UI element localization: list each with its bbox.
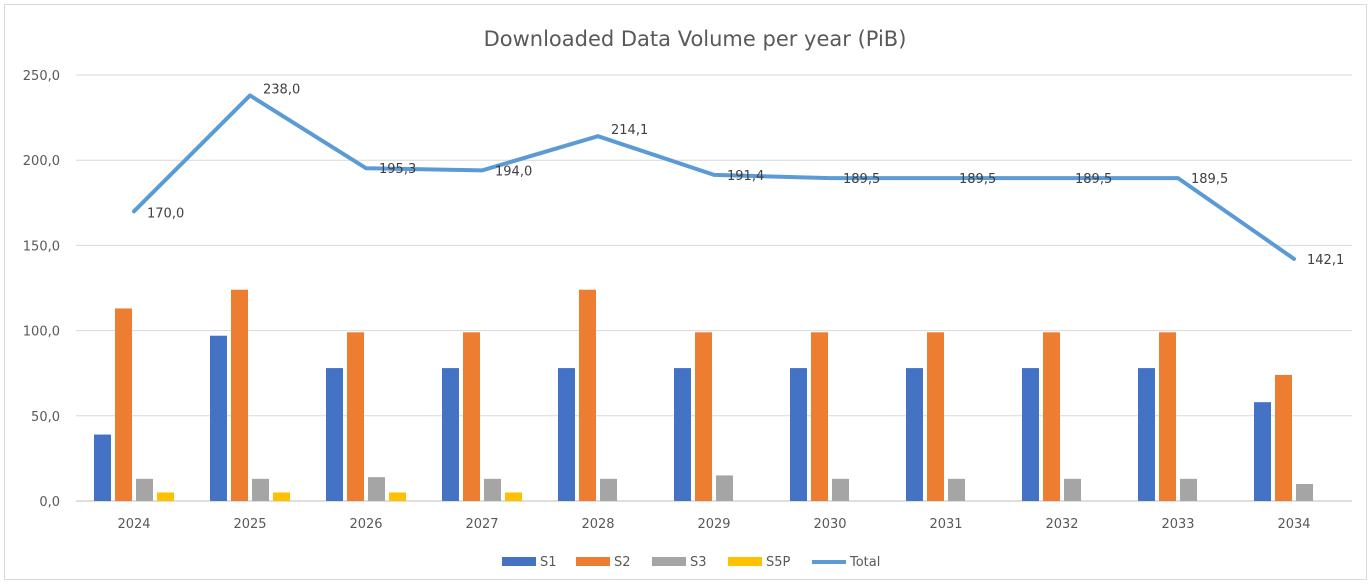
bar-s1 [210,335,227,501]
x-tick-label: 2030 [813,517,846,532]
total-data-label: 189,5 [1191,172,1228,187]
bar-s2 [927,332,944,501]
legend-item-s5p: S5P [728,555,791,570]
legend-label: S2 [614,555,631,570]
legend-item-s3: S3 [652,555,707,570]
bar-s5p [273,492,290,501]
bar-s3 [600,478,617,501]
y-tick-label: 100,0 [23,325,60,340]
bar-s3 [136,478,153,501]
bar-s2 [347,332,364,501]
y-tick-label: 150,0 [23,239,60,254]
total-data-label: 195,3 [379,162,416,177]
bar-s3 [832,478,849,501]
x-tick-label: 2034 [1277,517,1310,532]
total-data-label: 214,1 [611,123,648,138]
bar-s3 [1296,483,1313,501]
bar-s1 [558,368,575,501]
bar-s2 [463,332,480,501]
bar-s1 [442,368,459,501]
x-tick-label: 2028 [581,517,614,532]
bar-s2 [1159,332,1176,501]
x-tick-label: 2024 [117,517,150,532]
legend-swatch [502,557,536,566]
total-data-label: 194,0 [495,164,532,179]
x-tick-label: 2032 [1045,517,1078,532]
bar-s2 [231,289,248,501]
legend-label: S5P [766,555,791,570]
bar-s1 [790,368,807,501]
y-tick-label: 250,0 [23,69,60,84]
total-line [132,93,1296,261]
bar-s1 [1022,368,1039,501]
total-data-label: 170,0 [147,206,184,221]
legend-item-s2: S2 [576,555,631,570]
bar-s2 [1275,374,1292,501]
bar-s2 [579,289,596,501]
y-tick-label: 50,0 [31,410,60,425]
bar-s1 [1254,402,1271,501]
x-tick-label: 2026 [349,517,382,532]
y-tick-label: 0,0 [39,495,60,510]
bar-s3 [1064,478,1081,501]
legend-swatch [576,557,610,566]
total-data-label: 189,5 [843,172,880,187]
bar-s5p [157,492,174,501]
bar-s2 [115,308,132,501]
x-tick-label: 2027 [465,517,498,532]
bar-s3 [484,478,501,501]
bar-s3 [252,478,269,501]
legend-label: S1 [540,555,557,570]
bar-s2 [811,332,828,501]
total-data-label: 191,4 [727,169,764,184]
total-data-label: 142,1 [1307,253,1344,268]
x-tick-label: 2033 [1161,517,1194,532]
bar-s3 [716,475,733,501]
legend-swatch [652,557,686,566]
bar-s3 [368,477,385,501]
legend-item-s1: S1 [502,555,557,570]
bar-s1 [906,368,923,501]
x-tick-label: 2029 [697,517,730,532]
bar-s1 [94,434,111,501]
bar-s1 [674,368,691,501]
bar-s5p [389,492,406,501]
bar-s3 [948,478,965,501]
total-data-label: 238,0 [263,82,300,97]
bar-s3 [1180,478,1197,501]
bar-s5p [505,492,522,501]
legend-label: S3 [690,555,707,570]
bar-s1 [326,368,343,501]
x-tick-label: 2025 [233,517,266,532]
total-data-label: 189,5 [1075,172,1112,187]
bar-s1 [1138,368,1155,501]
x-tick-label: 2031 [929,517,962,532]
legend-label: Total [849,555,880,570]
legend-swatch [728,557,762,566]
legend-item-total: Total [812,555,880,570]
bar-s2 [695,332,712,501]
y-tick-label: 200,0 [23,154,60,169]
bar-s2 [1043,332,1060,501]
total-data-label: 189,5 [959,172,996,187]
chart-title: Downloaded Data Volume per year (PiB) [484,27,907,51]
